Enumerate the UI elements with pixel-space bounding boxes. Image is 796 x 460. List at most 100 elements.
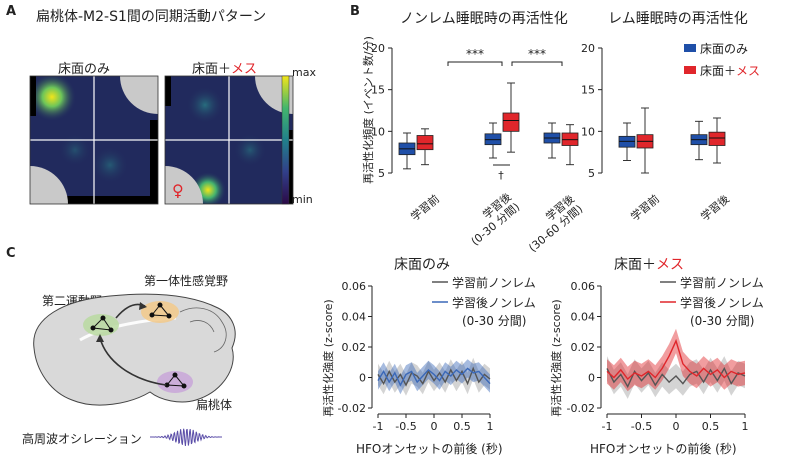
ytick-label-5: 5	[378, 167, 385, 180]
plot2-xtick-label: -1	[602, 420, 613, 433]
legend-b-red-label: 床面＋メス	[700, 64, 761, 78]
nrem-box-1-0	[416, 128, 434, 166]
map2-title: 床面＋メス	[192, 62, 258, 77]
plot1-xtick-label: 1	[487, 420, 494, 433]
ytick-label-10: 10	[581, 125, 595, 138]
rem-box-1-1	[708, 117, 726, 164]
hfo-label: 高周波オシレーション	[22, 432, 142, 446]
rem-box-0-1	[690, 120, 708, 161]
xlabel-rem-post: 学習後	[698, 192, 732, 224]
colorbar-min-label: min	[292, 193, 313, 206]
xlabel-nrem-post2: 学習後(30-60 分間)	[517, 192, 585, 255]
nrem-box-0-1	[484, 122, 502, 159]
xlabel-nrem-post1: 学習後(0-30 分間)	[460, 190, 523, 249]
plot1-line-0	[377, 366, 491, 387]
plot2-ytick-label: 0.02	[571, 341, 596, 354]
colorbar-max-label: max	[292, 66, 316, 79]
corner-object-tr-1	[120, 76, 158, 114]
panel-a-title: 扁桃体-M2-S1間の同期活動パターン	[36, 9, 267, 25]
corner-object-bl-1	[30, 166, 68, 204]
ytick-label-5: 5	[588, 167, 595, 180]
ytick-label-20: 20	[581, 42, 595, 55]
legend-b-blue-swatch	[684, 44, 696, 52]
ytick-label-15: 15	[581, 84, 595, 97]
plot2-line-1	[606, 338, 746, 381]
plot1-ytick-label: 0	[359, 372, 366, 385]
region-s1-label: 第一体性感覚野	[144, 274, 229, 288]
box-body	[416, 135, 434, 151]
legend-c2-post-sub: (0-30 分間)	[690, 314, 755, 328]
plot2-ytick-label: 0	[588, 372, 595, 385]
panel-b-letter: B	[350, 4, 360, 19]
plot2-line-0	[606, 366, 746, 389]
plot1-ytick-label: 0.06	[342, 280, 367, 293]
plot2-xtick-label: 0.5	[702, 420, 720, 433]
panel-b-xlabels: 学習前 学習後(0-30 分間) 学習後(30-60 分間) 学習前 学習後	[408, 190, 732, 255]
panel-c-letter: C	[6, 246, 16, 261]
brain-schematic	[33, 293, 236, 406]
plot2-title: 床面＋メス	[614, 257, 684, 273]
ytick-label-15: 15	[371, 84, 385, 97]
nrem-box-0-0	[398, 132, 416, 170]
plot1-xtick-label: -1	[373, 420, 384, 433]
panel-b-title-nrem: ノンレム睡眠時の再活性化	[400, 11, 568, 27]
plot1-ytick-label: 0.04	[342, 311, 367, 324]
plot2-band-0	[607, 356, 745, 399]
plot2-ytick-label: 0.06	[571, 280, 596, 293]
plot1-xlabel: HFOオンセットの前後 (秒)	[356, 442, 503, 456]
line-plot-floor-female: -0.02 0 0.02 0.04 0.06 -1 -0.5 0 0.5 1	[567, 280, 749, 433]
colorbar	[281, 75, 290, 205]
plot1-xtick-label: 0	[431, 420, 438, 433]
rem-box-0-0	[618, 122, 636, 161]
legend-c1-post-label: 学習後ノンレム	[452, 296, 536, 310]
nrem-box-1-1	[502, 82, 520, 153]
legend-c2-post-label: 学習後ノンレム	[680, 296, 764, 310]
nrem-box-1-2	[561, 124, 579, 166]
box-body	[708, 131, 726, 146]
region-amygdala-label: 扁桃体	[196, 398, 233, 412]
plot2-ytick-label: 0.04	[571, 311, 596, 324]
plot2-xtick-label: 0	[673, 420, 680, 433]
plot1-band-1	[378, 359, 490, 395]
female-symbol: ♀	[172, 181, 184, 200]
ytick-label-20: 20	[371, 42, 385, 55]
line-plot-floor-only: -0.02 0 0.02 0.04 0.06 -1 -0.5 0 0.5 1	[338, 280, 494, 433]
hfo-waveform	[150, 428, 222, 446]
legend-c1-post-sub: (0-30 分間)	[462, 314, 527, 328]
legend-c1-pre-label: 学習前ノンレム	[452, 276, 536, 290]
heatmap-floor-only	[30, 76, 158, 204]
dagger-marker: †	[498, 169, 504, 182]
plot2-xtick-label: 1	[742, 420, 749, 433]
map1-title: 床面のみ	[58, 62, 111, 77]
rem-box-1-0	[636, 107, 654, 174]
legend-c2-pre-label: 学習前ノンレム	[680, 276, 764, 290]
ytick-label-10: 10	[371, 125, 385, 138]
box-body	[502, 112, 520, 132]
panel-b-axes: 再活性化頻度 (イベント数/分) 5 10 15 20 5 10 15 20	[361, 36, 603, 184]
xlabel-rem-pre: 学習前	[628, 192, 662, 224]
plot1-ylabel: 再活性化強度 (z-score)	[321, 299, 335, 416]
sig-marker-1: ***	[466, 47, 484, 61]
panel-a-letter: A	[6, 4, 17, 19]
panel-b-boxes	[398, 82, 726, 174]
plot1-xtick-label: -0.5	[395, 420, 416, 433]
plot1-title: 床面のみ	[394, 257, 450, 273]
plot2-ylabel: 再活性化強度 (z-score)	[549, 299, 563, 416]
legend-b-blue-label: 床面のみ	[700, 42, 749, 56]
plot2-ytick-label: -0.02	[567, 402, 595, 415]
panel-b-ylabel: 再活性化頻度 (イベント数/分)	[361, 36, 375, 184]
plot1-xtick-label: 0.5	[453, 420, 471, 433]
legend-b-red-swatch	[684, 66, 696, 74]
plot1-line-1	[377, 367, 491, 387]
panel-b-significance: *** *** †	[447, 47, 563, 182]
heatmap-floor-female	[165, 76, 293, 204]
corner-object-bl-2	[165, 166, 203, 204]
nrem-box-0-2	[543, 122, 561, 159]
xlabel-nrem-pre: 学習前	[408, 192, 442, 224]
plot1-ytick-label: 0.02	[342, 341, 367, 354]
sig-marker-2: ***	[528, 47, 546, 61]
panel-b-title-rem: レム睡眠時の再活性化	[608, 11, 748, 27]
plot2-xlabel: HFOオンセットの前後 (秒)	[590, 442, 737, 456]
plot2-xtick-label: -0.5	[631, 420, 652, 433]
